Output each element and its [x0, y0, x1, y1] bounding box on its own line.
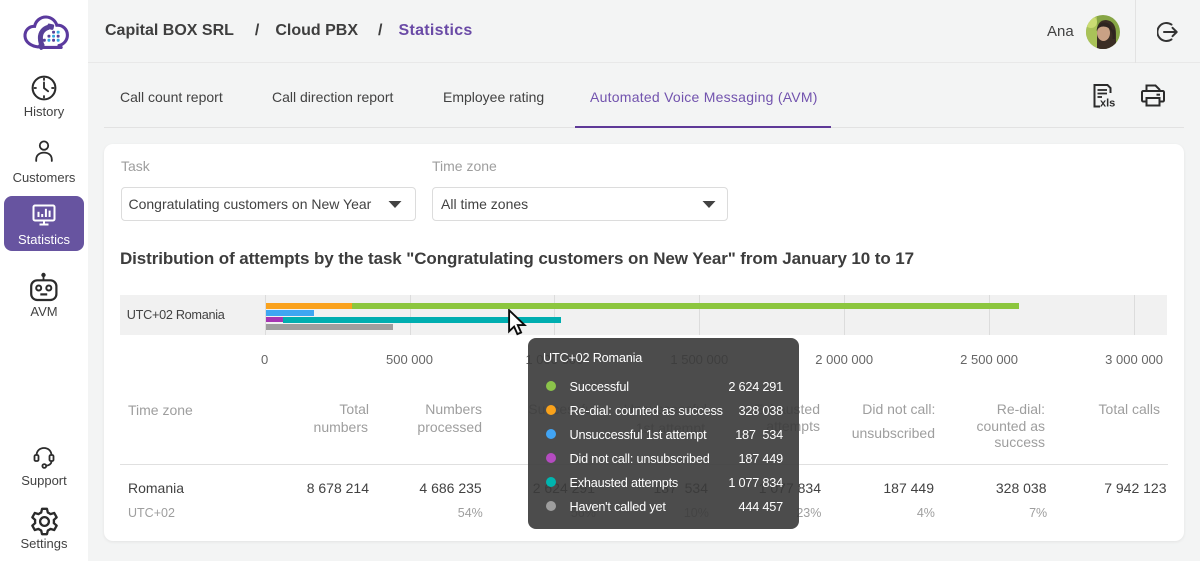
svg-text:xls: xls: [1100, 98, 1115, 110]
